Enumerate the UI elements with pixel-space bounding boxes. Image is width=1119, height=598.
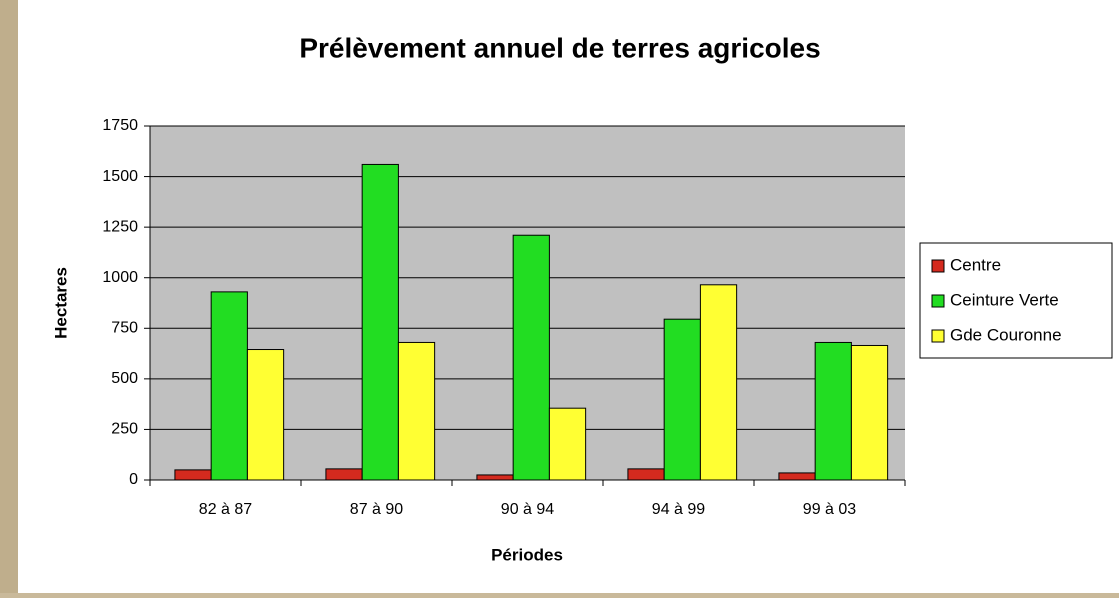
legend-label: Ceinture Verte [950,290,1059,309]
x-tick-label: 94 à 99 [652,501,705,518]
y-tick-label: 1250 [102,218,138,235]
background-border [0,0,18,593]
x-tick-label: 90 à 94 [501,501,554,518]
y-tick-label: 1500 [102,168,138,185]
y-tick-label: 1000 [102,269,138,286]
bar [850,344,889,481]
y-tick-label: 500 [111,370,138,387]
x-axis-label: Périodes [491,545,563,564]
y-tick-label: 0 [129,471,138,488]
bar [397,341,436,481]
bar [246,349,285,481]
bar [361,163,399,481]
bar [512,234,550,481]
y-tick-label: 1750 [102,117,138,134]
bar [174,469,212,481]
y-axis-label: Hectares [51,267,70,339]
bar [627,468,665,481]
x-tick-label: 99 à 03 [803,501,856,518]
legend-label: Centre [950,255,1001,274]
bar [325,468,363,481]
x-tick-label: 82 à 87 [199,501,252,518]
bar [699,284,738,481]
x-tick-label: 87 à 90 [350,501,403,518]
y-tick-label: 750 [111,320,138,337]
legend-label: Gde Couronne [950,325,1062,344]
legend-swatch [931,259,945,273]
legend-swatch [931,294,945,308]
bar [210,291,248,481]
bar [663,318,701,481]
legend-box [919,242,1113,359]
legend-swatch [931,329,945,343]
bar [548,407,587,481]
bar [814,341,852,481]
y-tick-label: 250 [111,421,138,438]
bar [476,474,514,481]
bar [778,472,816,481]
chart-title: Prélèvement annuel de terres agricoles [299,32,820,63]
